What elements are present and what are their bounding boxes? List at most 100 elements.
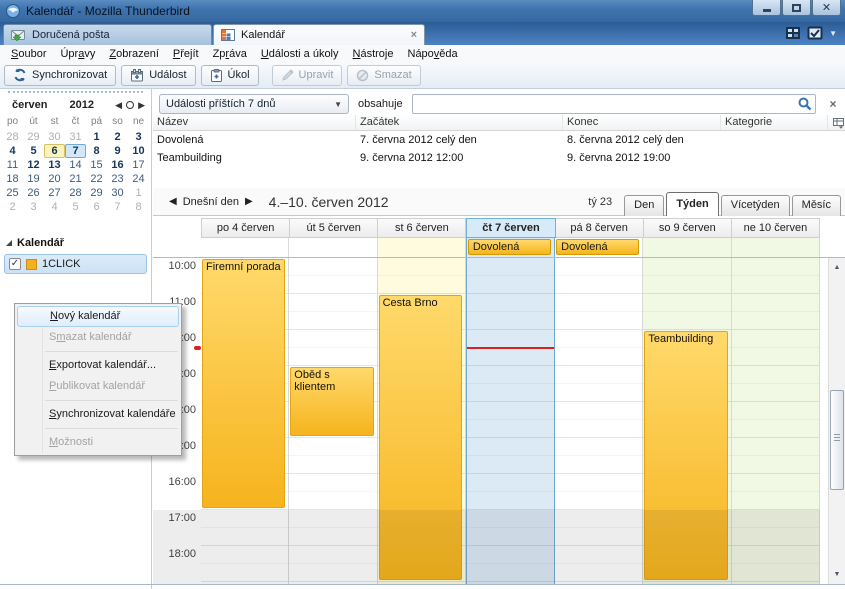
minical-month[interactable]: červen	[12, 99, 47, 111]
calendar-list-header[interactable]: Kalendář	[6, 237, 64, 249]
menu-item-3[interactable]: Přejít	[166, 47, 206, 61]
minical-day[interactable]: 3	[128, 130, 149, 144]
scroll-up-icon[interactable]: ▲	[829, 260, 845, 275]
list-column-header[interactable]: Konec	[563, 115, 721, 130]
minical-day[interactable]: 17	[128, 158, 149, 172]
minical-day[interactable]: 9	[107, 144, 128, 158]
menu-item-2[interactable]: Zobrazení	[102, 47, 166, 61]
minical-prev-icon[interactable]: ◀	[115, 100, 122, 111]
minical-day[interactable]: 6	[44, 144, 65, 158]
minical-day[interactable]: 11	[2, 158, 23, 172]
minical-day[interactable]: 27	[44, 186, 65, 200]
context-menu-item-4[interactable]: Publikovat kalendář	[17, 376, 179, 397]
day-column-6[interactable]	[732, 258, 820, 584]
minical-day[interactable]: 25	[2, 186, 23, 200]
minical-day[interactable]: 8	[86, 144, 107, 158]
minical-day[interactable]: 30	[44, 130, 65, 144]
minical-day[interactable]: 7	[107, 200, 128, 214]
view-tab-den[interactable]: Den	[624, 195, 664, 216]
context-menu-item-6[interactable]: Synchronizovat kalendáře	[17, 404, 179, 425]
minical-day[interactable]: 23	[107, 172, 128, 186]
allday-cell-2[interactable]	[378, 238, 466, 257]
day-column-2[interactable]: Cesta Brno	[378, 258, 466, 584]
minical-day[interactable]: 4	[2, 144, 23, 158]
allday-event[interactable]: Dovolená	[556, 239, 639, 255]
delete-button[interactable]: Smazat	[347, 65, 420, 86]
minical-today-icon[interactable]	[126, 101, 134, 109]
context-menu-item-0[interactable]: Nový kalendář	[17, 306, 179, 327]
next-week-icon[interactable]: ▶	[245, 196, 253, 207]
minical-day[interactable]: 12	[23, 158, 44, 172]
minical-day[interactable]: 2	[2, 200, 23, 214]
minical-day[interactable]: 5	[65, 200, 86, 214]
minical-day[interactable]: 29	[23, 130, 44, 144]
menu-item-7[interactable]: Nápověda	[401, 47, 465, 61]
column-picker-icon[interactable]	[828, 115, 845, 130]
grid-scrollbar[interactable]: ▲▼	[828, 258, 845, 584]
tab-close-icon[interactable]: ×	[411, 29, 417, 41]
allday-event[interactable]: Dovolená	[468, 239, 551, 255]
minical-day[interactable]: 24	[128, 172, 149, 186]
menu-item-6[interactable]: Nástroje	[346, 47, 401, 61]
calendar-event[interactable]: Cesta Brno	[379, 295, 462, 580]
minical-day[interactable]: 5	[23, 144, 44, 158]
allday-cell-3[interactable]: Dovolená	[466, 238, 555, 257]
allday-cell-1[interactable]	[289, 238, 377, 257]
menu-item-0[interactable]: Soubor	[4, 47, 53, 61]
day-column-0[interactable]: Firemní porada	[201, 258, 289, 584]
minical-day[interactable]: 29	[86, 186, 107, 200]
view-tab-týden[interactable]: Týden	[666, 192, 718, 216]
minical-day[interactable]: 16	[107, 158, 128, 172]
list-column-header[interactable]: Název	[153, 115, 356, 130]
maximize-button[interactable]	[782, 0, 811, 16]
filter-close-icon[interactable]: ×	[825, 97, 841, 111]
minical-day[interactable]: 1	[86, 130, 107, 144]
view-tab-měsíc[interactable]: Měsíc	[792, 195, 841, 216]
calendar-checkbox[interactable]: ✓	[9, 258, 21, 270]
list-column-header[interactable]: Začátek	[356, 115, 563, 130]
minical-day[interactable]: 2	[107, 130, 128, 144]
minical-day[interactable]: 22	[86, 172, 107, 186]
day-header-3[interactable]: čt 7 červen	[466, 218, 555, 238]
menu-item-5[interactable]: Události a úkoly	[254, 47, 346, 61]
tab-inbox[interactable]: Doručená pošta	[3, 24, 212, 45]
minical-day[interactable]: 4	[44, 200, 65, 214]
allday-cell-4[interactable]: Dovolená	[555, 238, 643, 257]
minical-day[interactable]: 18	[2, 172, 23, 186]
synchronize-button[interactable]: Synchronizovat	[4, 65, 116, 86]
minical-day[interactable]: 31	[65, 130, 86, 144]
list-column-header[interactable]: Kategorie	[721, 115, 828, 130]
allday-cell-6[interactable]	[732, 238, 820, 257]
tab-calendar[interactable]: Kalendář ×	[213, 24, 425, 45]
minical-day[interactable]: 14	[65, 158, 86, 172]
day-column-3[interactable]	[466, 258, 555, 584]
minical-day[interactable]: 30	[107, 186, 128, 200]
tasks-mode-button[interactable]	[807, 26, 823, 40]
day-column-5[interactable]: Teambuilding	[643, 258, 731, 584]
minical-day[interactable]: 26	[23, 186, 44, 200]
minical-next-icon[interactable]: ▶	[138, 100, 145, 111]
minical-day[interactable]: 20	[44, 172, 65, 186]
search-input[interactable]	[412, 94, 816, 114]
day-header-6[interactable]: ne 10 červen	[732, 218, 820, 238]
minical-day[interactable]: 7	[65, 144, 86, 158]
context-menu-item-1[interactable]: Smazat kalendář	[17, 327, 179, 348]
day-column-1[interactable]: Oběd s klientem	[289, 258, 377, 584]
new-event-button[interactable]: Událost	[121, 65, 195, 86]
prev-week-icon[interactable]: ◀	[169, 196, 177, 207]
minical-day[interactable]: 1	[128, 186, 149, 200]
minical-day[interactable]: 21	[65, 172, 86, 186]
new-task-button[interactable]: Úkol	[201, 65, 259, 86]
view-tab-vícetýden[interactable]: Vícetýden	[721, 195, 790, 216]
minical-year[interactable]: 2012	[69, 99, 93, 111]
minical-day[interactable]: 8	[128, 200, 149, 214]
calendar-item-1click[interactable]: ✓ 1CLICK	[4, 254, 147, 274]
event-list-row[interactable]: Teambuilding9. června 2012 12:009. červn…	[153, 149, 845, 167]
scrollbar-thumb[interactable]	[830, 390, 844, 490]
day-header-2[interactable]: st 6 červen	[378, 218, 466, 238]
minical-day[interactable]: 15	[86, 158, 107, 172]
minimize-button[interactable]	[752, 0, 781, 16]
filter-dropdown[interactable]: Události příštích 7 dnů ▼	[159, 94, 349, 114]
day-header-4[interactable]: pá 8 červen	[556, 218, 644, 238]
minical-day[interactable]: 13	[44, 158, 65, 172]
